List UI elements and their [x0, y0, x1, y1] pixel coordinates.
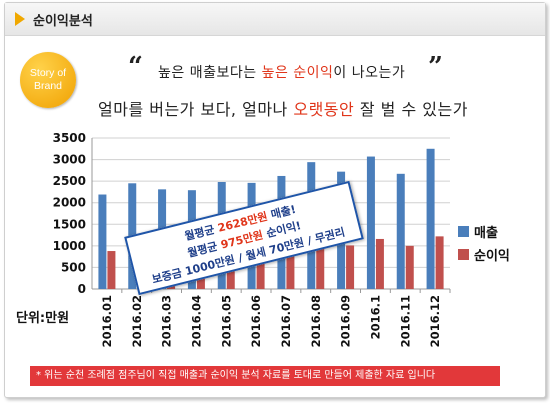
close-quote: ”	[428, 52, 443, 82]
bar-profit	[256, 252, 265, 289]
y-tick-label: 1000	[53, 239, 86, 253]
play-arrow-icon	[15, 12, 25, 26]
y-tick-label: 1500	[53, 217, 86, 231]
x-tick-label: 2016.06	[249, 295, 263, 347]
x-tick-label: 2016.1	[368, 295, 382, 339]
y-tick-label: 0	[78, 282, 86, 296]
x-tick-label: 2016.03	[160, 295, 174, 347]
tagline-1-part-b: 이 나오는가	[333, 65, 406, 81]
story-of-brand-badge: Story of Brand	[20, 52, 76, 108]
tagline-1-highlight: 높은 순이익	[261, 65, 334, 81]
y-tick-label: 500	[61, 260, 86, 274]
tagline-line-2: 얼마를 버는가 보다, 얼마나 오랫동안 잘 벌 수 있는가	[98, 96, 468, 120]
bar-profit	[316, 241, 325, 289]
x-tick-label: 2016.08	[309, 295, 323, 347]
open-quote: “	[128, 52, 143, 82]
x-tick-label: 2016.07	[279, 295, 293, 347]
slide-frame: 순이익분석	[4, 2, 546, 398]
legend-label-profit: 순이익	[474, 249, 510, 264]
bar-revenue	[366, 156, 375, 289]
bar-revenue	[98, 194, 107, 289]
title-bar: 순이익분석	[5, 3, 545, 36]
legend-label-revenue: 매출	[474, 226, 498, 241]
y-tick-label: 2500	[53, 174, 86, 188]
bar-profit	[346, 245, 355, 289]
legend-swatch-profit	[458, 249, 469, 260]
bar-revenue	[396, 173, 405, 289]
unit-label: 단위:만원	[16, 311, 70, 326]
bar-profit	[435, 236, 444, 289]
x-tick-label: 2016.04	[189, 295, 203, 347]
bar-revenue	[426, 148, 435, 289]
bar-profit	[286, 245, 295, 289]
y-tick-label: 3000	[53, 153, 86, 167]
legend-swatch-revenue	[458, 226, 469, 237]
badge-line-1: Story of	[29, 67, 67, 79]
bar-profit	[405, 245, 414, 289]
tagline-1-part-a: 높은 매출보다는	[158, 65, 262, 81]
bar-profit	[375, 238, 384, 289]
x-tick-label: 2016.02	[130, 295, 144, 347]
tagline-2-part-a: 얼마를 버는가 보다, 얼마나	[98, 100, 294, 119]
x-tick-label: 2016.09	[339, 295, 353, 347]
bar-profit	[107, 251, 116, 289]
x-tick-label: 2016.01	[100, 295, 114, 347]
y-tick-label: 3500	[53, 131, 86, 145]
badge-line-2: Brand	[33, 80, 63, 92]
page-title: 순이익분석	[33, 14, 93, 29]
tagline-2-part-b: 잘 벌 수 있는가	[354, 100, 468, 119]
x-tick-label: 2016.12	[428, 295, 442, 347]
tagline-2-highlight: 오랫동안	[293, 100, 355, 119]
tagline-line-1: 높은 매출보다는 높은 순이익이 나오는가	[158, 62, 405, 82]
x-tick-label: 2016.11	[398, 295, 412, 347]
x-tick-label: 2016.05	[219, 295, 233, 347]
footnote-bar: * 위는 순천 조례점 점주님이 직접 매출과 순이익 분석 자료를 토대로 만…	[30, 366, 500, 386]
y-tick-label: 2000	[53, 196, 86, 210]
